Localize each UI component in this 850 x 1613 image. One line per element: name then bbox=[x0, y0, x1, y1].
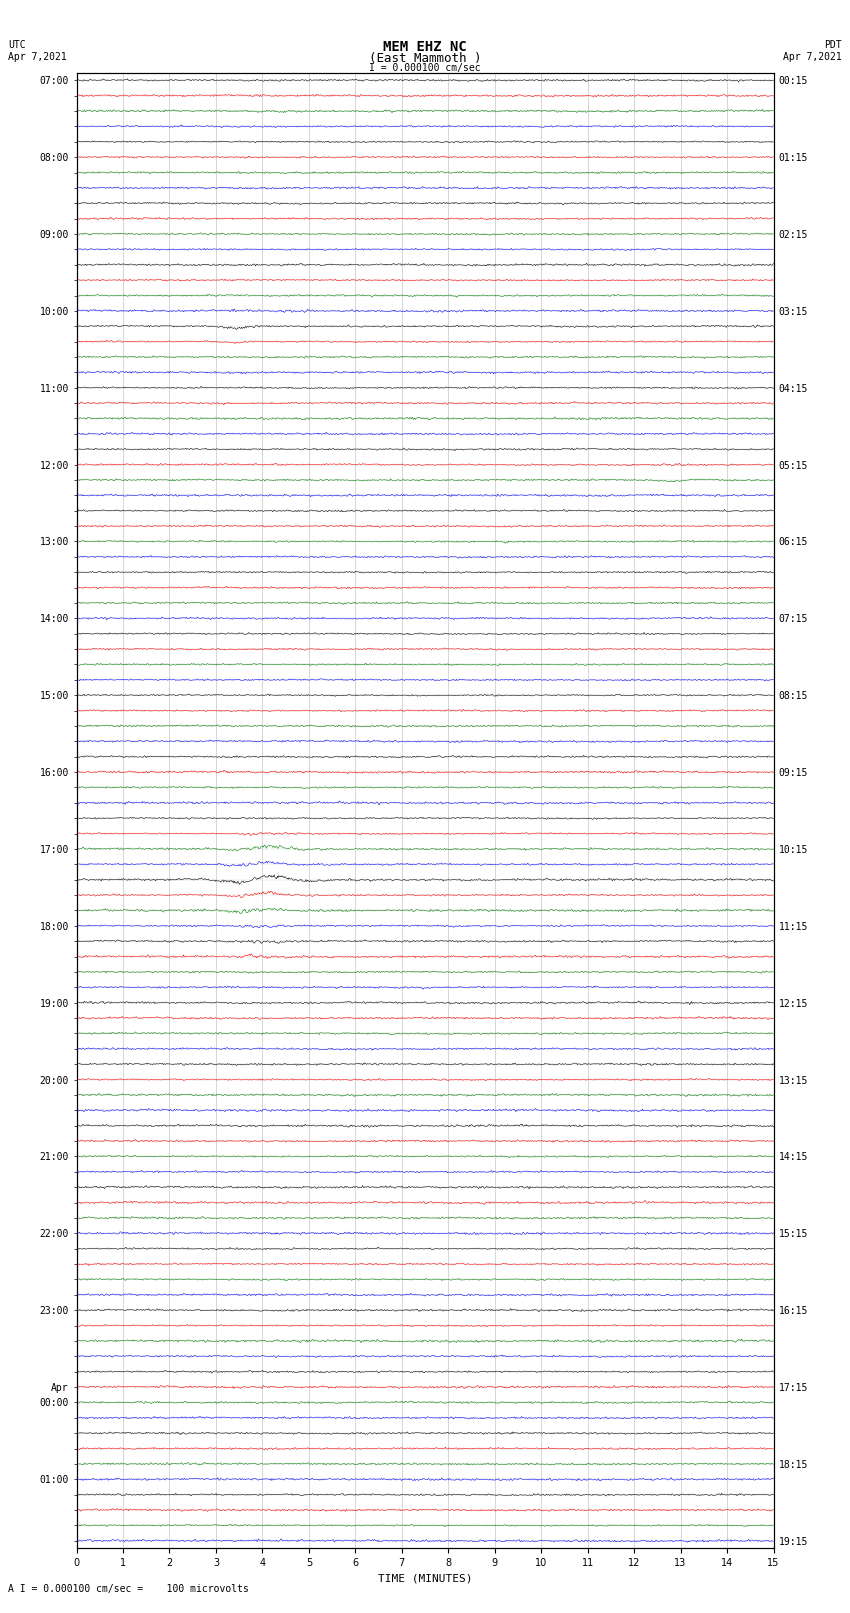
Text: UTC: UTC bbox=[8, 40, 26, 50]
Text: PDT: PDT bbox=[824, 40, 842, 50]
Text: (East Mammoth ): (East Mammoth ) bbox=[369, 52, 481, 65]
Text: MEM EHZ NC: MEM EHZ NC bbox=[383, 40, 467, 55]
X-axis label: TIME (MINUTES): TIME (MINUTES) bbox=[377, 1574, 473, 1584]
Text: Apr 7,2021: Apr 7,2021 bbox=[783, 52, 842, 61]
Text: A I = 0.000100 cm/sec =    100 microvolts: A I = 0.000100 cm/sec = 100 microvolts bbox=[8, 1584, 249, 1594]
Text: I = 0.000100 cm/sec: I = 0.000100 cm/sec bbox=[369, 63, 481, 73]
Text: Apr 7,2021: Apr 7,2021 bbox=[8, 52, 67, 61]
